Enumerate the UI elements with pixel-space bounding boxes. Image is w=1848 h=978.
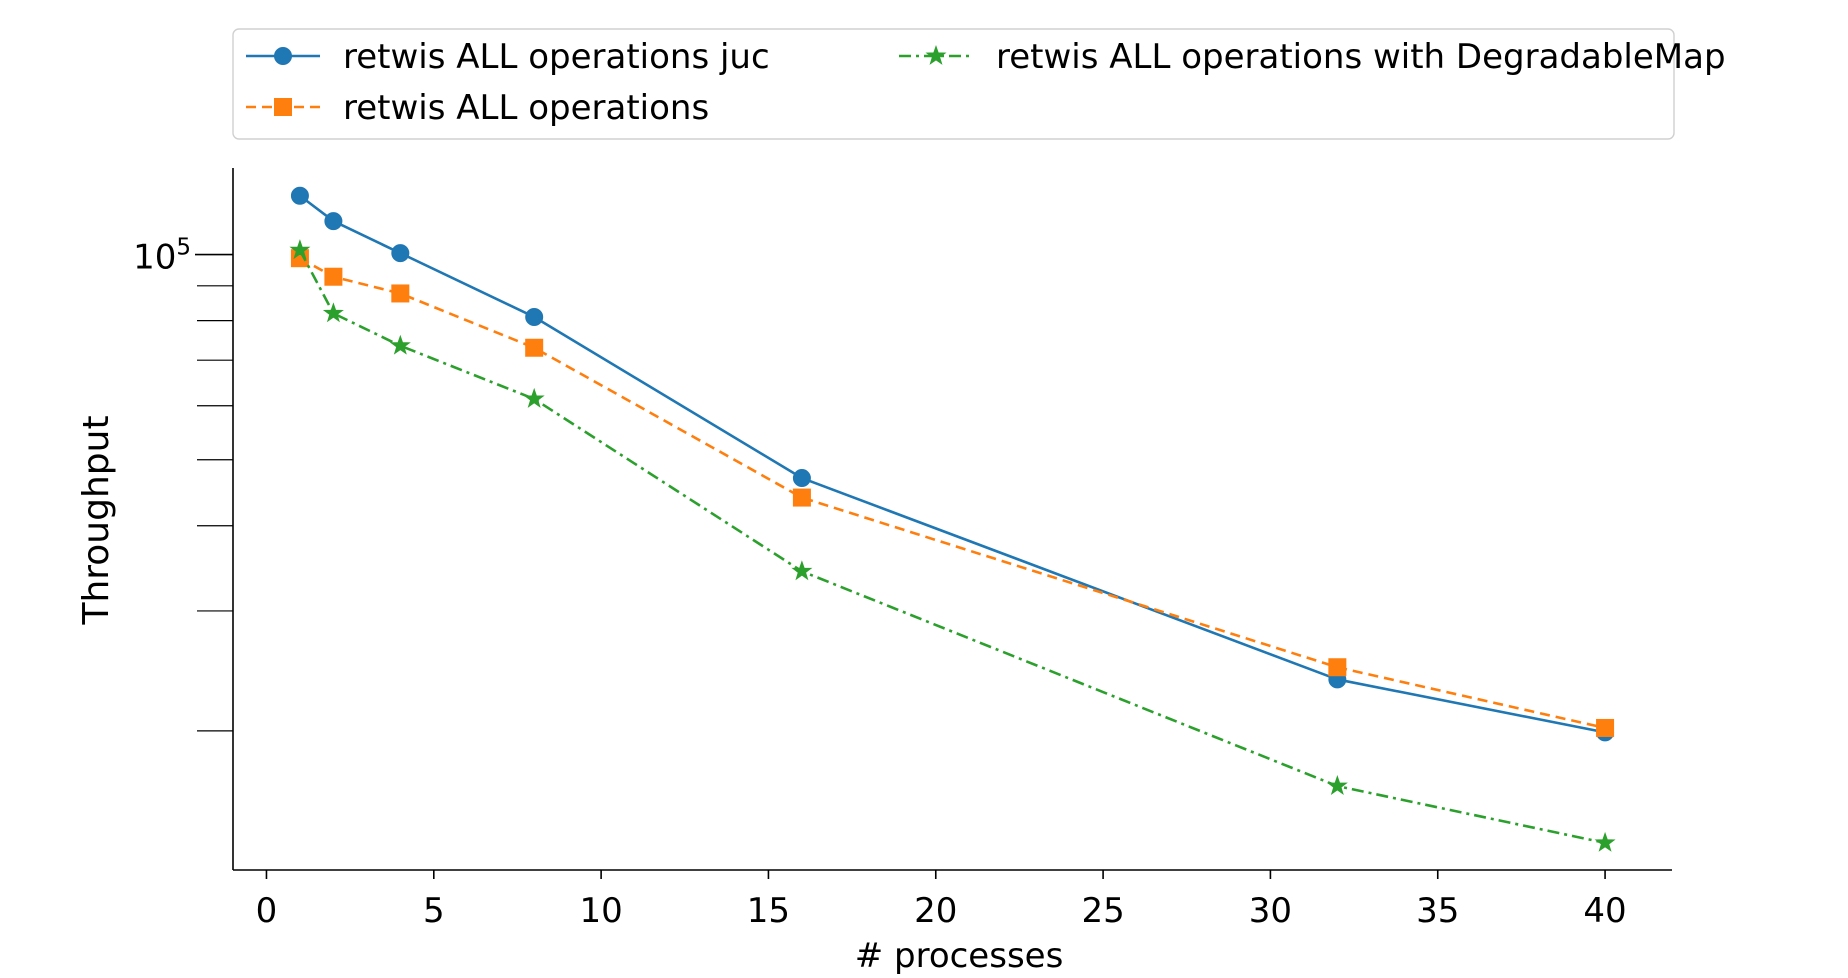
data-point	[389, 334, 411, 355]
x-axis-label: # processes	[855, 936, 1064, 974]
data-point	[792, 488, 811, 507]
data-point	[525, 307, 544, 326]
data-point	[523, 387, 545, 408]
x-tick-label: 15	[747, 891, 790, 931]
y-tick-label: 105	[133, 235, 191, 278]
data-point	[324, 212, 343, 231]
y-tick-label-exponent: 5	[176, 235, 191, 261]
data-point	[290, 186, 309, 205]
series-2	[290, 249, 1615, 737]
series-line	[298, 249, 1606, 845]
data-point	[525, 338, 544, 357]
x-tick-label: 25	[1081, 891, 1124, 931]
series-line	[299, 194, 1606, 734]
series-1	[290, 186, 1615, 742]
data-point	[1596, 718, 1615, 737]
legend-label: retwis ALL operations juc	[343, 37, 770, 77]
data-point	[791, 560, 813, 581]
data-point	[1326, 775, 1348, 795]
data-point	[792, 469, 811, 488]
legend-label: retwis ALL operations	[343, 88, 709, 128]
legend-entry: retwis ALL operations with DegradableMap	[899, 37, 1726, 77]
legend-label: retwis ALL operations with DegradableMap	[996, 37, 1726, 77]
series-3	[289, 239, 1616, 852]
data-point	[391, 284, 410, 303]
x-tick-label: 20	[914, 891, 957, 931]
plot-series	[289, 186, 1616, 852]
legend-marker	[925, 44, 947, 65]
x-tick-label: 30	[1249, 891, 1292, 931]
legend-entry: retwis ALL operations juc	[246, 37, 770, 77]
series-line	[299, 257, 1606, 730]
legend-frame	[232, 28, 1675, 140]
x-tick-label: 40	[1583, 891, 1626, 931]
data-point	[1594, 831, 1616, 852]
data-point	[391, 244, 410, 263]
legend-entry: retwis ALL operations	[246, 88, 709, 128]
y-axis-label: Throughput	[76, 415, 117, 625]
x-tick-label: 10	[579, 891, 622, 931]
x-tick-label: 5	[423, 891, 445, 931]
data-point	[324, 267, 343, 286]
y-tick-label-base: 10	[133, 238, 176, 278]
x-tick-label: 35	[1416, 891, 1459, 931]
legend-marker	[274, 98, 292, 116]
data-point	[1328, 658, 1347, 677]
legend-marker	[274, 47, 292, 65]
x-tick-label: 0	[256, 891, 278, 931]
data-point	[322, 302, 344, 323]
legend: retwis ALL operations juc retwis ALL oper…	[232, 28, 1726, 140]
data-point	[289, 239, 311, 260]
